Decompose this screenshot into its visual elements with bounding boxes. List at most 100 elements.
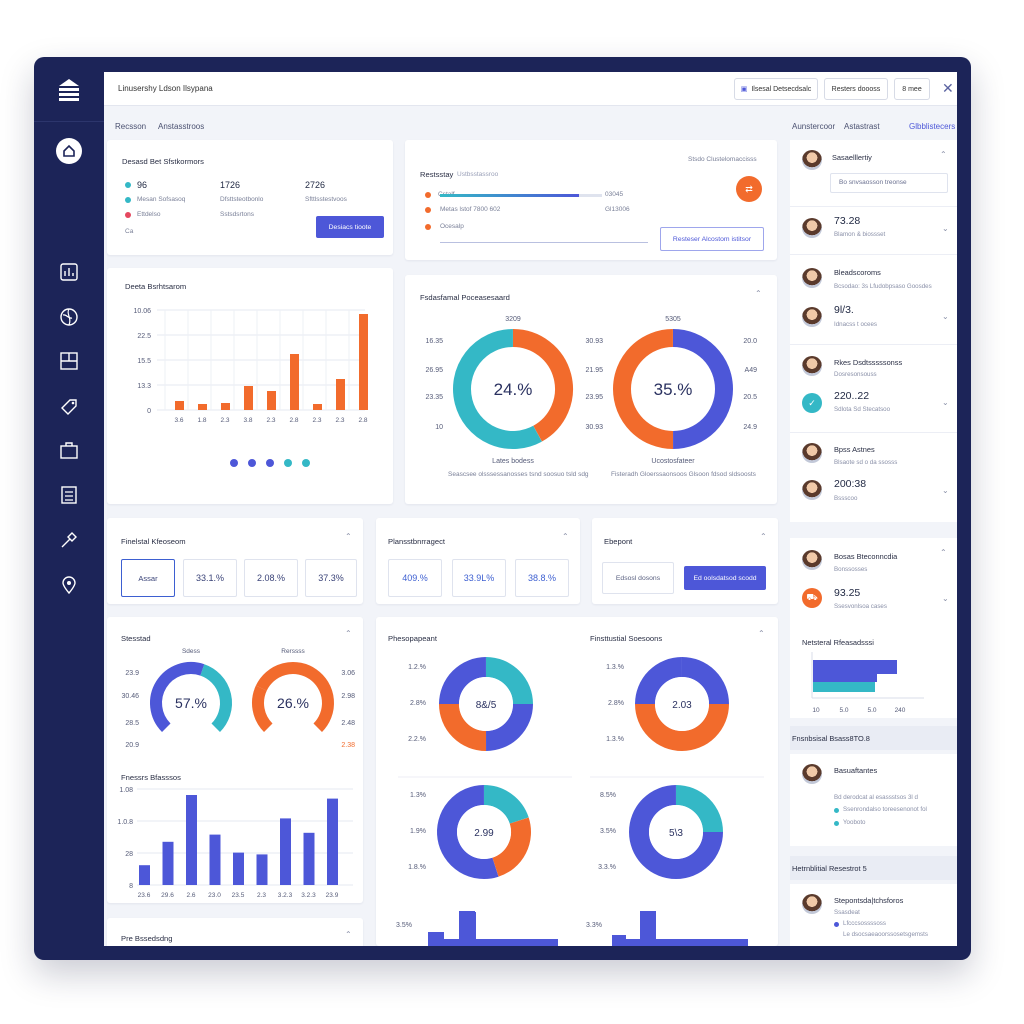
chevron-up-icon[interactable]: ⌃ [758,629,765,638]
kpi-card-1: Finelstal Kfeoseom ⌃ Assar 33.1.% 2.08.%… [107,518,363,604]
chart-icon[interactable] [58,261,80,283]
list-icon[interactable] [58,484,80,506]
user-1-input[interactable]: Bo snvsaosson treonse [830,173,948,193]
kpi-box-2[interactable]: 33.1.% [183,559,237,597]
bar-chart-card: Deeta Bsrhtsarom 10.06 22.5 15.5 13.3 0 3.6 1.… [107,268,393,504]
donut-a-left-label: 23.35 [425,394,443,401]
pie-4-side-label: 3.5% [600,828,616,835]
donut-a-caption: Lates bodess [492,458,534,465]
y-tick-label: 1.0.8 [117,819,133,826]
kpi-button-filled[interactable]: Ed oolsdatsod scodd [684,566,766,590]
pie-2-side-label: 1.3.% [606,664,624,671]
gauges-card: Stesstad ⌃ 57.% Sdess 26.% Rerssss 23.9 30.46… [107,617,363,903]
user-2-sub: Blamon & biossset [834,231,886,238]
chevron-up-icon[interactable]: ⌃ [345,629,352,638]
user-11-sub: Bd derodcat al esassstsos 3l d [834,794,918,801]
user-4-sub: Idnacss t ocees [834,321,877,328]
chevron-up-icon[interactable]: ⌃ [755,289,762,298]
donut-card: Fsdasfamal Poceasesaard ⌃ 24.% 3209 Lates … [405,275,777,504]
stats-title: Desasd Bet Sfstkormors [122,157,204,166]
chevron-down-icon[interactable]: ⌄ [942,224,949,233]
gauge-2-top-label: Rerssss [281,648,305,655]
swap-icon[interactable]: ⇄ [736,176,762,202]
bar [428,939,558,946]
chevron-down-icon[interactable]: ⌄ [942,312,949,321]
stats-label-4: Ettdelso [137,211,161,218]
tag-icon[interactable] [58,396,80,418]
home-icon[interactable] [56,138,82,164]
chevron-up-icon[interactable]: ⌃ [940,150,947,159]
close-icon[interactable]: ✕ [942,80,954,96]
kpi-box-7[interactable]: 38.8.% [515,559,569,597]
donut-footer-1: Seascsee olsssessanosses tsnd soosuo tsl… [448,471,589,478]
progress-value-1: 03045 [605,191,624,198]
bar [267,391,276,410]
gauge-1-fill [150,662,205,732]
x-tick-label: 23.6 [138,892,151,899]
section-header-2: Hetrnblitial Resestrot 5 [790,856,957,880]
stats-label-5: Sstsdsrtons [220,211,254,218]
kpi-box-4[interactable]: 37.3% [305,559,357,597]
gauge-1-side-label: 30.46 [121,693,139,700]
donut-a-center-label: 24.% [494,380,533,399]
chevron-up-icon[interactable]: ⌃ [760,532,767,541]
topbar-button-1[interactable]: ▣ Ilsesal Detsecdsalc [734,78,818,100]
x-tick-label: 23.5 [232,892,245,899]
user-7-sub: Blsaote sd o da ssosss [834,459,898,466]
y-tick-label: 15.5 [137,358,151,365]
globe-icon[interactable] [58,306,80,328]
y-tick-label: 1.08 [119,787,133,794]
subheader-link-4[interactable]: Astastrast [844,122,880,131]
donut-charts: 24.% 3209 Lates bodess 35.% 5305 Ucostosfatee… [425,316,758,465]
user-6-value: 220..22 [834,390,870,402]
chevron-up-icon[interactable]: ⌃ [940,548,947,557]
chevron-up-icon[interactable]: ⌃ [345,532,352,541]
kpi-box-3[interactable]: 2.08.% [244,559,298,597]
chevron-up-icon[interactable]: ⌃ [562,532,569,541]
user-12-line-1: Lfcccsossssoss [843,920,886,927]
subheader-link-2[interactable]: Anstasstroos [158,122,205,131]
user-11-line-1: Ssenrondalso toreesenonot fol [843,806,927,813]
board-icon[interactable] [58,350,80,372]
gauge-2-fill [252,685,273,732]
user-9-name: Bosas Bteconncdia [834,552,898,561]
box-icon[interactable] [58,440,80,462]
avatar [802,307,822,327]
x-tick-label: 3.2.3 [278,892,293,899]
location-icon[interactable] [58,574,80,596]
gauge-2-center-label: 26.% [277,695,309,711]
topbar-button-3[interactable]: 8 mee [894,78,930,100]
user-1-name: Sasaelllertiy [832,153,872,162]
kpi-box-5[interactable]: 409.% [388,559,442,597]
progress-action-button[interactable]: Resteser Alcostom istitsor [660,227,764,251]
chevron-down-icon[interactable]: ⌄ [942,594,949,603]
topbar-button-2[interactable]: Resters doooss [824,78,888,100]
pie-4-center-label: 5\3 [669,828,683,839]
stats-dot [125,182,131,188]
donut-b-right-label: A49 [745,367,758,374]
subheader-link-3[interactable]: Aunstercoor [792,122,836,131]
filter-icon: ▣ [740,86,748,93]
chevron-down-icon[interactable]: ⌄ [942,398,949,407]
bar [139,865,150,885]
progress-dot [425,192,431,198]
subheader-link-1[interactable]: Recsson [115,122,147,131]
user-10-value: 93.25 [834,587,861,599]
pie-1-slice [439,703,487,751]
user-card-11: Basuaftantes Bd derodcat al esassstsos 3… [790,754,957,846]
chevron-up-icon[interactable]: ⌃ [345,930,352,939]
gauge-2-side-label: 2.38 [341,742,355,749]
subheader-link-5[interactable]: Glbblistecers [909,122,956,131]
user-list-panel: Sasaelllertiy ⌃ Bo snvsaosson treonse 73… [790,140,957,522]
bar [359,314,368,410]
kpi-box-6[interactable]: 33.9L% [452,559,506,597]
tools-icon[interactable] [58,529,80,551]
y-tick-label: 28 [125,851,133,858]
kpi-box-1[interactable]: Assar [121,559,175,597]
avatar [802,150,822,170]
pie-3-center-label: 2.99 [474,828,494,839]
kpi-button-outline[interactable]: Edsosl dosons [602,562,674,594]
user-6-sub: Sdlota Sd Stecatsoo [834,406,891,413]
chevron-down-icon[interactable]: ⌄ [942,486,949,495]
stats-action-button[interactable]: Desiacs tioote [316,216,384,238]
